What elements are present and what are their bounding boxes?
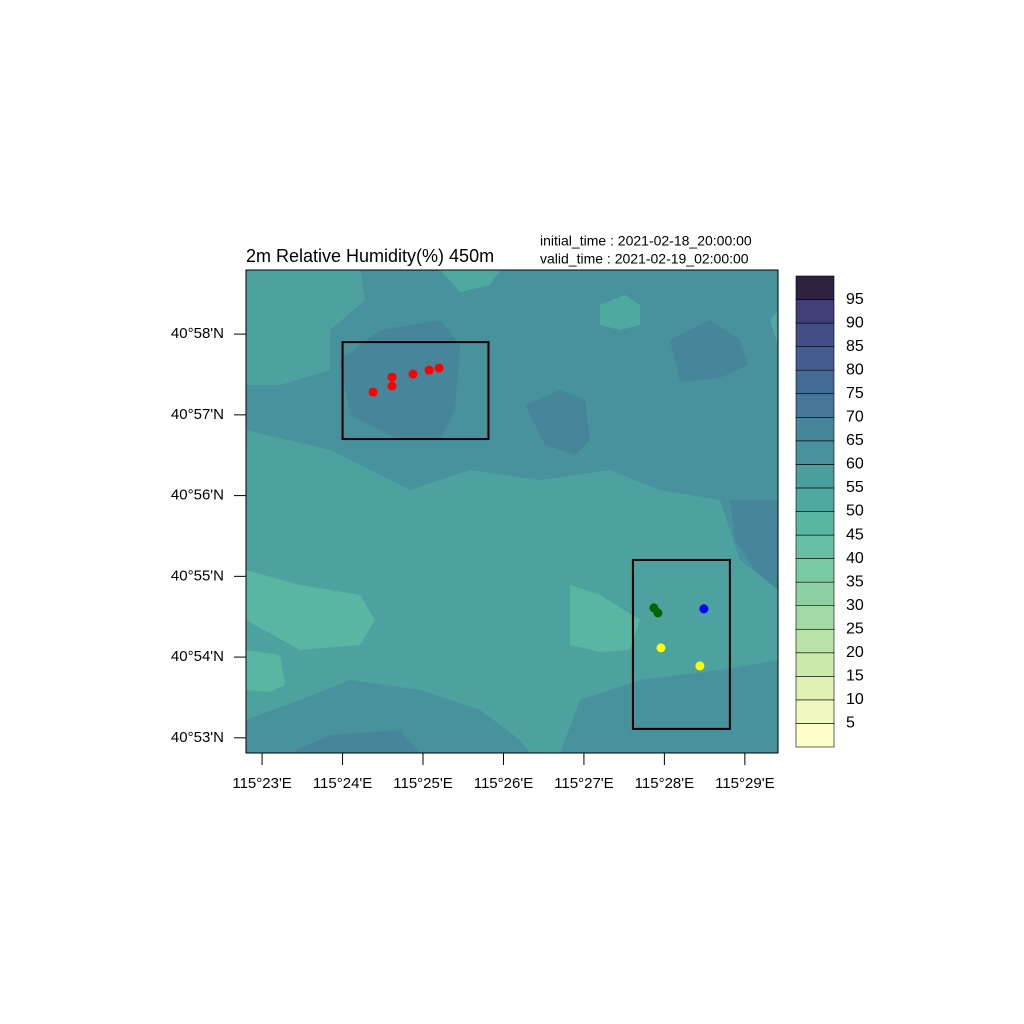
station-point [408, 369, 418, 379]
chart-title: 2m Relative Humidity(%) 450m [246, 246, 494, 266]
x-tick-label: 115°25'E [393, 775, 452, 792]
colorbar-swatch [795, 487, 835, 512]
colorbar-label: 55 [846, 479, 864, 496]
colorbar-swatch [795, 723, 835, 748]
station-point [387, 381, 397, 391]
y-tick-label: 40°54'N [171, 648, 224, 665]
x-tick-label: 115°24'E [313, 775, 372, 792]
region-box [341, 341, 490, 441]
y-tick-label: 40°53'N [171, 729, 224, 746]
colorbar-label: 60 [846, 456, 864, 473]
contour-fill [246, 270, 778, 753]
colorbar-swatch [795, 699, 835, 724]
colorbar-swatch [795, 346, 835, 371]
region-box [631, 558, 731, 730]
y-tick-label: 40°55'N [171, 567, 224, 584]
colorbar-swatch [795, 628, 835, 654]
colorbar-swatch [795, 464, 835, 489]
station-point [434, 363, 444, 373]
colorbar-swatch [795, 416, 835, 442]
colorbar-swatch [795, 581, 835, 607]
station-point [424, 365, 434, 375]
colorbar-label: 75 [846, 385, 864, 402]
colorbar-swatch [795, 369, 835, 395]
colorbar-label: 40 [846, 550, 864, 567]
initial-time: initial_time : 2021-02-18_20:00:00 [540, 233, 752, 249]
colorbar-label: 70 [846, 409, 864, 426]
colorbar-label: 10 [846, 691, 864, 708]
colorbar-swatch [795, 393, 835, 418]
station-point [695, 661, 705, 671]
station-point [656, 643, 666, 653]
colorbar-swatch [795, 652, 835, 677]
x-tick-label: 115°27'E [554, 775, 613, 792]
colorbar-label: 20 [846, 644, 864, 661]
y-tick-label: 40°56'N [171, 487, 224, 504]
colorbar-label: 25 [846, 620, 864, 637]
x-tick-label: 115°28'E [635, 775, 694, 792]
colorbar-label: 85 [846, 338, 864, 355]
colorbar-swatch [795, 558, 835, 583]
colorbar-swatch [795, 605, 835, 630]
colorbar-label: 30 [846, 597, 864, 614]
station-point [368, 387, 378, 397]
y-tick-label: 40°58'N [171, 325, 224, 342]
colorbar-label: 50 [846, 503, 864, 520]
colorbar-swatch [795, 440, 835, 465]
colorbar-label: 45 [846, 526, 864, 543]
x-tick-label: 115°26'E [474, 775, 533, 792]
y-tick-label: 40°57'N [171, 406, 224, 423]
colorbar-label: 15 [846, 668, 864, 685]
x-tick-label: 115°23'E [232, 775, 291, 792]
station-point [699, 604, 709, 614]
colorbar-label: 95 [846, 291, 864, 308]
colorbar-swatch [795, 511, 835, 536]
colorbar-swatch [795, 676, 835, 701]
colorbar-swatch [795, 322, 835, 347]
colorbar-label: 90 [846, 314, 864, 331]
colorbar-label: 65 [846, 432, 864, 449]
plot-frame [245, 269, 779, 754]
station-point [387, 372, 397, 382]
colorbar-label: 5 [846, 715, 855, 732]
colorbar-swatch [795, 534, 835, 559]
x-tick-label: 115°29'E [715, 775, 774, 792]
colorbar-label: 35 [846, 573, 864, 590]
colorbar-label: 80 [846, 361, 864, 378]
colorbar-swatch [795, 299, 835, 324]
station-point [653, 608, 663, 618]
valid-time: valid_time : 2021-02-19_02:00:00 [540, 251, 749, 267]
colorbar-swatch [795, 275, 835, 300]
